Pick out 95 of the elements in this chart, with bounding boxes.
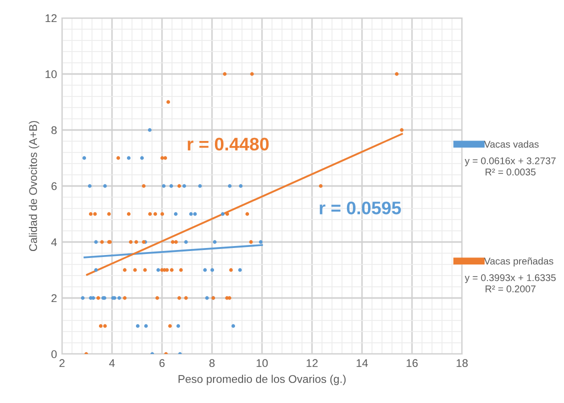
- point: [117, 296, 122, 300]
- point: [184, 296, 188, 300]
- point: [189, 212, 193, 216]
- point: [156, 268, 160, 272]
- x-tick-label: 2: [59, 359, 65, 367]
- point: [80, 296, 85, 300]
- point: [205, 296, 209, 300]
- point: [134, 240, 138, 244]
- text: y = 0.3993x + 1.6335 R² = 0.2007: [464, 274, 556, 292]
- x-tick-label: 18: [456, 359, 468, 368]
- point: [148, 128, 152, 132]
- point: [177, 296, 182, 300]
- point: [212, 240, 217, 244]
- x-tick-label: 10: [256, 359, 268, 368]
- point: [122, 268, 127, 272]
- point: [103, 184, 107, 188]
- point: [203, 268, 207, 272]
- point: [193, 212, 197, 216]
- point: [163, 156, 168, 160]
- y-axis-title: Calidad de Ovocitos (A+B): [28, 121, 40, 252]
- point: [394, 72, 399, 76]
- point: [122, 296, 127, 300]
- point: [94, 268, 98, 272]
- point: [153, 212, 158, 216]
- point: [179, 268, 183, 272]
- point: [231, 324, 236, 328]
- point: [142, 184, 146, 188]
- point: [107, 212, 111, 216]
- point: [133, 268, 137, 272]
- point: [160, 212, 164, 216]
- point: [88, 212, 93, 216]
- y-tick-label: 4: [51, 238, 57, 246]
- x-tick-label: 6: [159, 359, 165, 368]
- point: [136, 324, 140, 328]
- point: [170, 268, 174, 272]
- point: [144, 324, 148, 328]
- point: [238, 268, 242, 272]
- x-tick-label: 4: [109, 359, 115, 367]
- point: [140, 156, 144, 160]
- y-tick-label: 10: [46, 70, 57, 78]
- point: [162, 184, 166, 188]
- point: [143, 268, 147, 272]
- point: [116, 156, 120, 160]
- point: [174, 240, 178, 244]
- point: [100, 240, 104, 244]
- point: [166, 100, 170, 104]
- point: [228, 184, 232, 188]
- x-tick-label: 12: [306, 359, 318, 367]
- point: [176, 324, 180, 328]
- point: [148, 212, 152, 216]
- text: y = 0.0616x + 3.2737 R² = 0.0035: [464, 157, 556, 176]
- point: [155, 296, 160, 300]
- x-tick-label: 8: [209, 359, 215, 368]
- point: [250, 72, 254, 76]
- point: [174, 212, 178, 216]
- point: [184, 240, 188, 244]
- point: [169, 184, 174, 188]
- y-tick-label: 8: [51, 126, 57, 134]
- point: [103, 324, 107, 328]
- point: [98, 324, 103, 328]
- point: [249, 240, 253, 244]
- point: [238, 184, 243, 188]
- point: [82, 156, 86, 160]
- point: [128, 240, 133, 244]
- point: [228, 296, 232, 300]
- point: [400, 128, 404, 132]
- point: [177, 184, 182, 188]
- x-tick-label: 16: [406, 359, 418, 368]
- y-tick-label: 12: [46, 14, 57, 22]
- point: [210, 268, 214, 272]
- point: [96, 296, 100, 300]
- point: [198, 184, 202, 188]
- y-tick-label: 0: [51, 350, 57, 358]
- point: [94, 240, 98, 244]
- point: [126, 156, 131, 160]
- point: [88, 184, 92, 188]
- point: [126, 212, 131, 216]
- point: [245, 212, 250, 216]
- x-tick-label: 14: [356, 359, 368, 367]
- point: [229, 268, 233, 272]
- x-axis-title: Peso promedio de los Ovarios (g.): [178, 374, 346, 386]
- point: [168, 324, 172, 328]
- point: [318, 184, 323, 188]
- y-tick-label: 6: [52, 182, 57, 190]
- point: [225, 212, 230, 216]
- point: [220, 212, 225, 216]
- y-tick-label: 2: [52, 294, 57, 302]
- annotation: r = 0.4480: [188, 138, 269, 151]
- point: [93, 212, 97, 216]
- point: [258, 240, 263, 244]
- point: [165, 268, 169, 272]
- annotation: r = 0.0595: [320, 202, 401, 214]
- point: [182, 184, 186, 188]
- point: [170, 240, 175, 244]
- point: [222, 72, 227, 76]
